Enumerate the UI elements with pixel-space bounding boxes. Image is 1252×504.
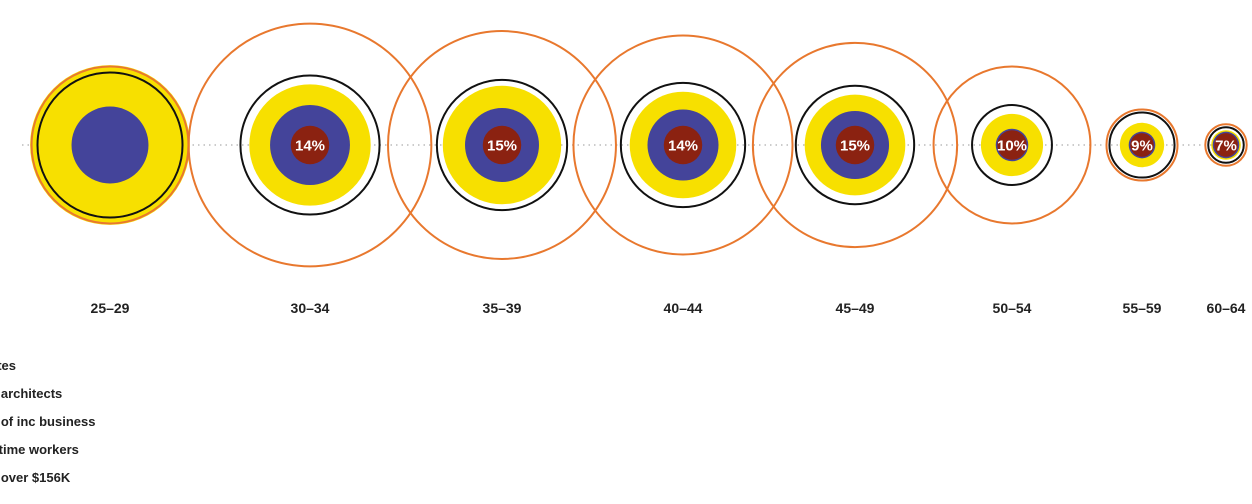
black-ring bbox=[794, 84, 916, 206]
black-ring bbox=[1108, 111, 1176, 179]
age-label: 35–39 bbox=[483, 300, 522, 316]
age-label: 30–34 bbox=[291, 300, 330, 316]
percent-label: 10% bbox=[997, 138, 1027, 155]
red-disc bbox=[290, 125, 330, 165]
legend-item: t-time workers bbox=[0, 442, 79, 457]
legend-item: ates bbox=[0, 358, 17, 373]
red-disc bbox=[997, 130, 1027, 160]
red-disc bbox=[1130, 133, 1154, 157]
orange-ring bbox=[1105, 108, 1179, 182]
black-ring bbox=[239, 74, 381, 216]
orange-ring bbox=[751, 41, 959, 249]
red-disc bbox=[482, 125, 522, 165]
blue-disc bbox=[71, 106, 149, 184]
age-label: 40–44 bbox=[664, 300, 703, 316]
age-label: 55–59 bbox=[1123, 300, 1162, 316]
legend-item: s of inc business bbox=[0, 414, 96, 429]
percent-label: 15% bbox=[487, 138, 517, 155]
black-ring bbox=[619, 81, 747, 209]
red-disc bbox=[835, 125, 875, 165]
bubble-group bbox=[619, 81, 747, 209]
orange-ring bbox=[187, 22, 433, 268]
percent-label: 7% bbox=[1215, 138, 1237, 155]
black-ring bbox=[36, 71, 184, 219]
bubble-group bbox=[1108, 111, 1176, 179]
age-label: 50–54 bbox=[993, 300, 1032, 316]
orange-ring bbox=[1204, 123, 1248, 167]
bubble-group bbox=[794, 84, 916, 206]
bubble-group bbox=[435, 78, 569, 212]
black-ring bbox=[971, 104, 1053, 186]
percent-label: 15% bbox=[840, 138, 870, 155]
red-disc bbox=[1214, 133, 1238, 157]
age-label: 60–64 bbox=[1207, 300, 1246, 316]
bubble-group bbox=[30, 65, 190, 225]
black-ring bbox=[435, 78, 569, 212]
bubble-group bbox=[1207, 126, 1245, 164]
orange-ring bbox=[387, 30, 617, 260]
legend-item: s architects bbox=[0, 386, 63, 401]
percent-label: 9% bbox=[1131, 138, 1153, 155]
percent-label: 14% bbox=[668, 138, 698, 155]
bubble-group bbox=[239, 74, 381, 216]
black-ring bbox=[1207, 126, 1245, 164]
legend-item: s over $156K bbox=[0, 470, 71, 485]
percent-label: 14% bbox=[295, 138, 325, 155]
age-label: 45–49 bbox=[836, 300, 875, 316]
orange-ring bbox=[932, 65, 1092, 225]
red-disc bbox=[663, 125, 703, 165]
bubble-group bbox=[971, 104, 1053, 186]
orange-ring bbox=[572, 34, 794, 256]
age-label: 25–29 bbox=[91, 300, 130, 316]
